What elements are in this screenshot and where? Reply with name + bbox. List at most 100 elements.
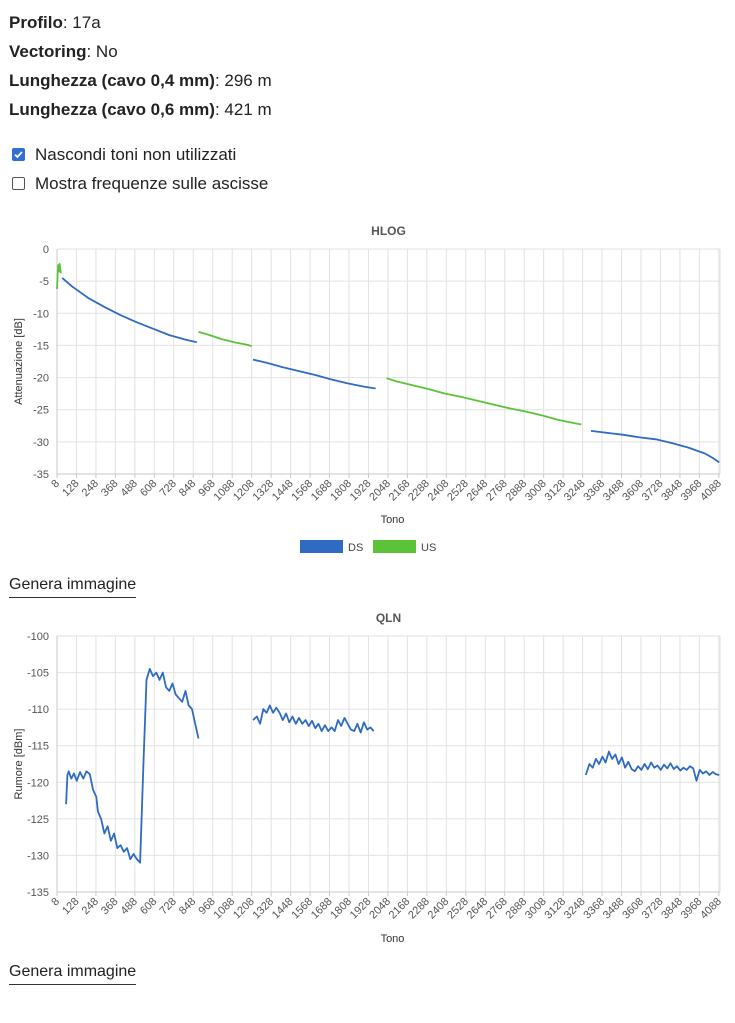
x-tick-label: 248 (80, 896, 101, 917)
x-tick-label: 848 (177, 478, 198, 499)
x-tick-label: 368 (99, 478, 120, 499)
check-icon (14, 151, 23, 159)
y-tick-label: -10 (33, 308, 49, 320)
vectoring-value: No (95, 42, 118, 61)
x-tick-label: 2888 (504, 896, 530, 922)
series-line-ds-0 (65, 668, 200, 864)
legend-swatch-us[interactable] (373, 540, 416, 553)
x-tick-label: 848 (177, 896, 198, 917)
hide-unused-tones-label[interactable]: Nascondi toni non utilizzati (35, 145, 237, 164)
x-tick-label: 3248 (562, 896, 588, 922)
y-tick-label: -5 (39, 276, 49, 288)
x-tick-label: 2288 (406, 896, 432, 922)
length-04-value: 296 m (224, 71, 272, 90)
series-line-ds-2 (590, 430, 720, 464)
x-tick-label: 3728 (640, 896, 666, 922)
length-04-row: Lunghezza (cavo 0,4 mm): 296 m (9, 71, 272, 90)
x-tick-label: 2648 (465, 896, 491, 922)
x-tick-label: 1088 (212, 478, 238, 504)
legend-label-us[interactable]: US (421, 542, 436, 554)
y-tick-label: -15 (33, 340, 49, 352)
hide-unused-tones-option[interactable]: Nascondi toni non utilizzati (12, 140, 268, 169)
x-tick-label: 3008 (523, 478, 549, 504)
x-tick-label: 3608 (620, 896, 646, 922)
x-tick-label: 1928 (348, 478, 374, 504)
x-tick-label: 2888 (504, 478, 530, 504)
x-tick-label: 8 (49, 478, 62, 491)
series-line-us-2 (386, 377, 582, 426)
x-tick-label: 1808 (328, 896, 354, 922)
series-line-ds-2 (584, 750, 720, 782)
y-tick-label: -110 (28, 704, 49, 716)
x-tick-label: 3488 (601, 896, 627, 922)
x-tick-label: 128 (60, 478, 81, 499)
length-06-value: 421 m (224, 100, 272, 119)
length-06-row: Lunghezza (cavo 0,6 mm): 421 m (9, 100, 272, 119)
series-line-ds-1 (252, 704, 375, 734)
vectoring-label: Vectoring (9, 42, 87, 61)
x-tick-label: 488 (119, 478, 140, 499)
x-tick-label: 2168 (387, 478, 413, 504)
x-tick-label: 608 (138, 896, 159, 917)
x-tick-label: 2408 (426, 896, 452, 922)
show-frequencies-label[interactable]: Mostra frequenze sulle ascisse (35, 174, 269, 193)
series-line-ds-1 (252, 358, 376, 390)
x-tick-label: 3248 (562, 478, 588, 504)
x-tick-label: 3728 (640, 478, 666, 504)
x-tick-label: 2768 (484, 478, 510, 504)
length-06-label: Lunghezza (cavo 0,6 mm) (9, 100, 215, 119)
profile-row: Profilo: 17a (9, 13, 101, 32)
profile-value: 17a (72, 13, 101, 32)
x-tick-label: 728 (157, 478, 178, 499)
length-04-label: Lunghezza (cavo 0,4 mm) (9, 71, 215, 90)
qln-chart-title: QLN (376, 611, 401, 625)
x-tick-label: 3128 (542, 896, 568, 922)
x-tick-label: 3968 (679, 478, 705, 504)
y-tick-label: -135 (27, 887, 49, 899)
hlog-chart: HLOG 0 -5 -10 -15 -20 -25 -30 -35812824836848860… (13, 224, 724, 554)
x-tick-label: 3008 (523, 896, 549, 922)
x-tick-label: 3488 (601, 478, 627, 504)
generate-image-button-qln[interactable]: Genera immagine (9, 963, 137, 985)
x-tick-label: 2528 (445, 478, 471, 504)
hide-unused-tones-checkbox[interactable] (12, 148, 25, 161)
x-tick-label: 1088 (212, 896, 238, 922)
x-tick-label: 1328 (250, 896, 276, 922)
y-tick-label: -100 (27, 631, 49, 643)
show-frequencies-option[interactable]: Mostra frequenze sulle ascisse (12, 169, 268, 198)
x-tick-label: 1568 (289, 478, 315, 504)
y-tick-label: -120 (27, 777, 49, 789)
x-tick-label: 4088 (698, 896, 724, 922)
x-tick-label: 2168 (387, 896, 413, 922)
hlog-chart-title: HLOG (371, 224, 406, 238)
vectoring-row: Vectoring: No (9, 42, 118, 61)
x-tick-label: 2768 (484, 896, 510, 922)
generate-image-button-hlog[interactable]: Genera immagine (9, 576, 137, 598)
x-tick-label: 1688 (309, 896, 335, 922)
hlog-x-axis-label: Tono (381, 514, 405, 526)
y-tick-label: -115 (28, 741, 49, 753)
series-line-us-1 (198, 331, 252, 347)
y-tick-label: -30 (33, 437, 49, 449)
y-tick-label: -125 (27, 814, 49, 826)
x-tick-label: 3128 (542, 478, 568, 504)
line-info: Profilo: 17a Vectoring: No Lunghezza (ca… (9, 8, 272, 124)
legend-label-ds[interactable]: DS (348, 542, 363, 554)
x-tick-label: 2648 (465, 478, 491, 504)
x-tick-label: 128 (60, 896, 81, 917)
x-tick-label: 728 (157, 896, 178, 917)
x-tick-label: 2048 (367, 896, 393, 922)
x-tick-label: 2048 (367, 478, 393, 504)
y-tick-label: 0 (43, 244, 49, 256)
x-tick-label: 8 (49, 896, 62, 909)
show-frequencies-checkbox[interactable] (12, 177, 25, 190)
qln-chart: QLN-100-105-110-115-120-125-130-13581282… (13, 611, 724, 945)
x-tick-label: 2408 (426, 478, 452, 504)
x-tick-label: 1448 (270, 478, 296, 504)
x-tick-label: 3368 (581, 896, 607, 922)
x-tick-label: 4088 (698, 478, 724, 504)
legend-swatch-ds[interactable] (300, 540, 343, 553)
x-tick-label: 3968 (679, 896, 705, 922)
x-tick-label: 2288 (406, 478, 432, 504)
series-line-us-0 (56, 262, 62, 289)
